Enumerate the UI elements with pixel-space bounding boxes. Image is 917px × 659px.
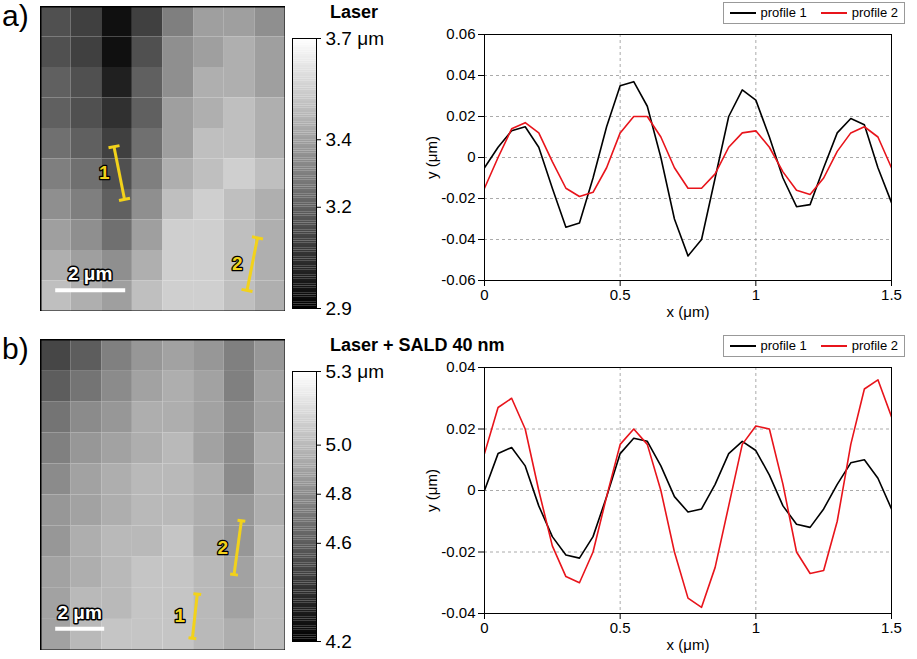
svg-text:1.5: 1.5 [881,619,902,636]
svg-text:3.7 μm: 3.7 μm [326,28,384,49]
svg-text:3.4: 3.4 [326,129,353,150]
svg-text:0: 0 [480,286,488,303]
svg-text:5.0: 5.0 [326,434,352,455]
svg-text:0: 0 [467,148,475,165]
svg-text:1: 1 [99,162,110,183]
svg-text:0.5: 0.5 [610,619,631,636]
svg-text:1: 1 [752,286,760,303]
svg-text:1: 1 [752,619,760,636]
svg-text:x (μm): x (μm) [667,303,710,320]
svg-text:-0.04: -0.04 [441,230,475,247]
svg-text:0.02: 0.02 [446,107,475,124]
svg-text:1.5: 1.5 [881,286,902,303]
svg-text:2 μm: 2 μm [68,263,112,284]
svg-text:5.3 μm: 5.3 μm [326,361,384,382]
svg-text:2: 2 [217,537,228,558]
html-text:profile 1: profile 1 [760,338,807,353]
svg-text:4.8: 4.8 [326,483,352,504]
html-text:a): a) [2,0,29,32]
svg-text:-0.04: -0.04 [441,604,475,621]
svg-text:0: 0 [467,481,475,498]
html-text:profile 2: profile 2 [851,338,898,353]
svg-text:2: 2 [232,253,243,274]
svg-text:0.04: 0.04 [446,66,475,83]
html-text:b): b) [2,332,29,365]
svg-text:y (μm): y (μm) [423,136,440,179]
svg-text:3.2: 3.2 [326,196,352,217]
svg-text:2.9: 2.9 [326,298,352,319]
svg-text:1: 1 [175,605,186,626]
html-text:Laser: Laser [330,2,378,22]
svg-text:0.04: 0.04 [446,359,475,375]
svg-text:0.06: 0.06 [446,26,475,42]
svg-text:0.02: 0.02 [446,420,475,437]
svg-text:4.6: 4.6 [326,532,352,553]
html-text:profile 2: profile 2 [851,5,898,20]
svg-text:0: 0 [480,619,488,636]
svg-text:0.5: 0.5 [610,286,631,303]
html-text:profile 1: profile 1 [760,5,807,20]
svg-text:-0.06: -0.06 [441,271,475,288]
svg-text:y (μm): y (μm) [423,469,440,512]
svg-text:-0.02: -0.02 [441,189,475,206]
html-text:Laser + SALD 40 nm: Laser + SALD 40 nm [330,335,505,355]
svg-text:4.2: 4.2 [326,631,352,652]
svg-text:-0.02: -0.02 [441,543,475,560]
svg-text:x (μm): x (μm) [667,636,710,653]
svg-text:2 μm: 2 μm [58,602,102,623]
